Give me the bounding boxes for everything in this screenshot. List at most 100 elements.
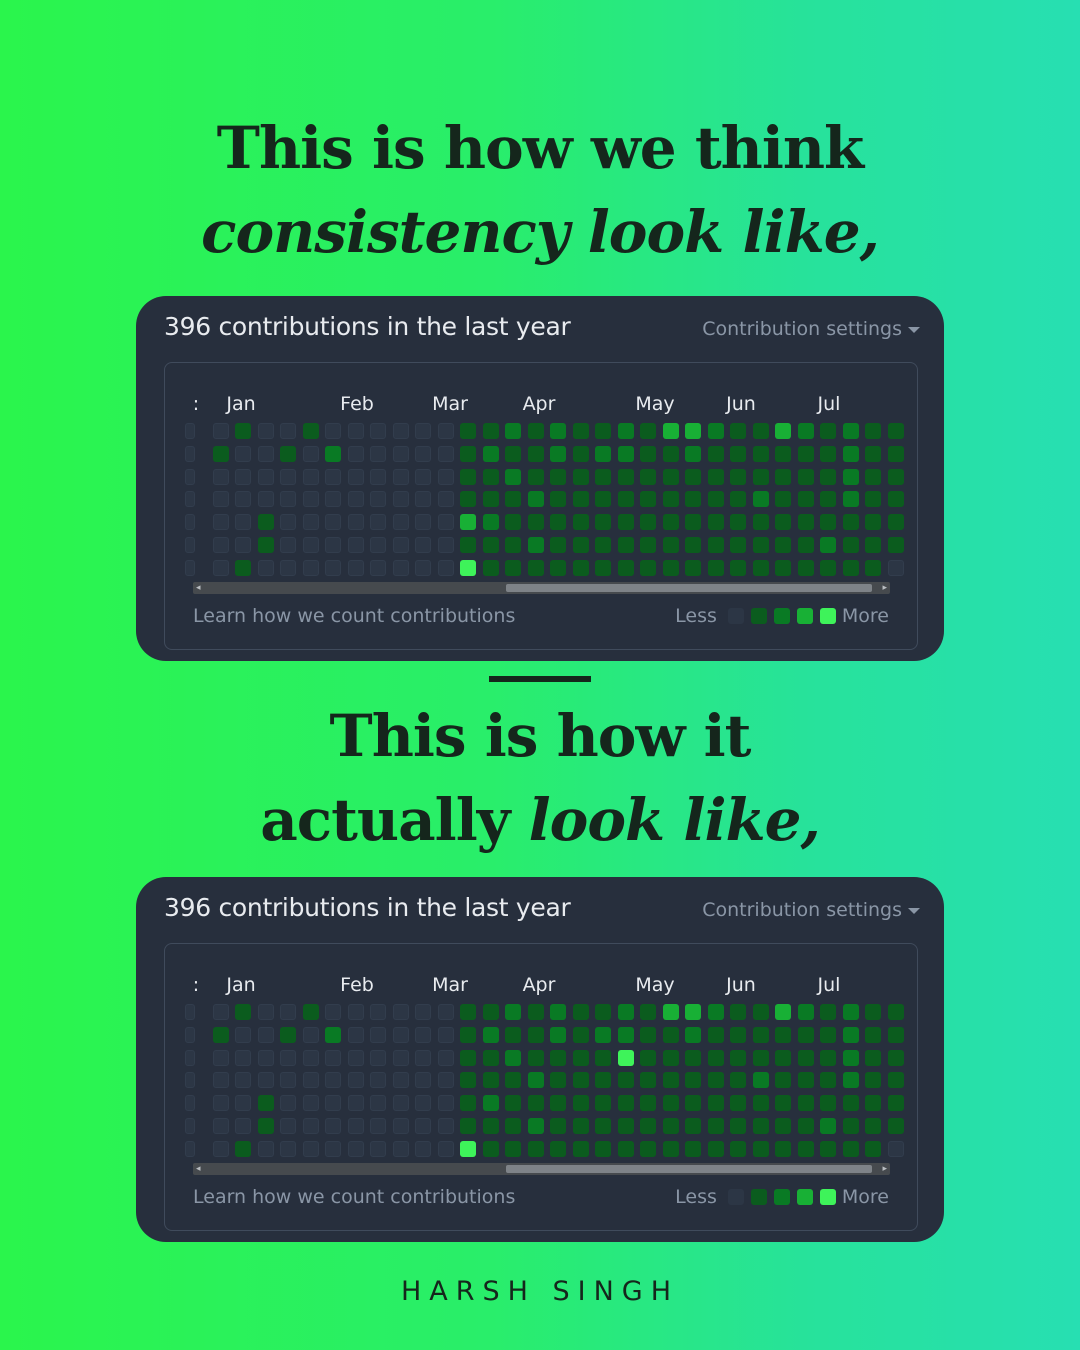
contribution-day-cell[interactable] <box>730 1118 746 1134</box>
contribution-day-cell[interactable] <box>347 468 364 485</box>
contribution-day-cell[interactable] <box>415 1049 431 1066</box>
contribution-day-cell[interactable] <box>617 491 634 508</box>
contribution-day-cell[interactable] <box>707 423 724 439</box>
contribution-day-cell[interactable] <box>595 1004 611 1020</box>
contribution-day-cell[interactable] <box>460 1026 476 1043</box>
contribution-day-cell[interactable] <box>572 445 589 462</box>
contribution-day-cell[interactable] <box>392 491 409 508</box>
contribution-day-cell[interactable] <box>437 1049 454 1066</box>
contribution-day-cell[interactable] <box>820 1072 836 1089</box>
contribution-day-cell[interactable] <box>302 1026 319 1043</box>
contribution-day-cell[interactable] <box>460 1118 476 1134</box>
contribution-day-cell[interactable] <box>662 1004 679 1020</box>
contribution-day-cell[interactable] <box>302 423 319 439</box>
contribution-day-cell[interactable] <box>797 423 814 439</box>
contribution-day-cell[interactable] <box>775 1026 791 1043</box>
contribution-day-cell[interactable] <box>325 445 341 462</box>
contribution-day-cell[interactable] <box>775 559 791 576</box>
contribution-day-cell[interactable] <box>797 1049 814 1066</box>
contribution-day-cell[interactable] <box>887 1072 904 1089</box>
contribution-day-cell[interactable] <box>640 1118 656 1134</box>
contribution-day-cell[interactable] <box>820 1049 836 1066</box>
contribution-day-cell[interactable] <box>707 559 724 576</box>
contribution-day-cell[interactable] <box>842 1072 859 1089</box>
contribution-day-cell[interactable] <box>775 1140 791 1157</box>
contribution-day-cell[interactable] <box>460 445 476 462</box>
scrollbar-thumb[interactable] <box>506 584 872 592</box>
contribution-day-cell[interactable] <box>482 514 499 531</box>
contribution-day-cell[interactable] <box>185 491 195 508</box>
contribution-day-cell[interactable] <box>752 514 769 531</box>
contribution-day-cell[interactable] <box>392 514 409 531</box>
contribution-day-cell[interactable] <box>640 537 656 553</box>
contribution-day-cell[interactable] <box>392 1095 409 1112</box>
contribution-day-cell[interactable] <box>505 537 521 553</box>
contribution-day-cell[interactable] <box>617 1049 634 1066</box>
contribution-day-cell[interactable] <box>280 1140 296 1157</box>
contribution-day-cell[interactable] <box>685 1072 701 1089</box>
contribution-day-cell[interactable] <box>685 468 701 485</box>
contribution-day-cell[interactable] <box>617 559 634 576</box>
contribution-day-cell[interactable] <box>505 1072 521 1089</box>
contribution-day-cell[interactable] <box>572 1049 589 1066</box>
contribution-day-cell[interactable] <box>707 514 724 531</box>
contribution-day-cell[interactable] <box>302 559 319 576</box>
contribution-day-cell[interactable] <box>505 514 521 531</box>
contribution-day-cell[interactable] <box>550 1049 566 1066</box>
contribution-day-cell[interactable] <box>595 514 611 531</box>
contribution-day-cell[interactable] <box>640 423 656 439</box>
contribution-day-cell[interactable] <box>662 423 679 439</box>
contribution-day-cell[interactable] <box>415 491 431 508</box>
contribution-day-cell[interactable] <box>550 559 566 576</box>
contribution-day-cell[interactable] <box>235 514 251 531</box>
contribution-day-cell[interactable] <box>302 537 319 553</box>
contribution-day-cell[interactable] <box>482 1026 499 1043</box>
contribution-day-cell[interactable] <box>505 1026 521 1043</box>
contribution-day-cell[interactable] <box>865 1140 881 1157</box>
contribution-day-cell[interactable] <box>797 1118 814 1134</box>
horizontal-scrollbar[interactable]: ◂ ▸ <box>193 1163 890 1175</box>
contribution-day-cell[interactable] <box>572 491 589 508</box>
contribution-day-cell[interactable] <box>370 491 386 508</box>
contribution-day-cell[interactable] <box>797 1026 814 1043</box>
contribution-day-cell[interactable] <box>572 1095 589 1112</box>
contribution-day-cell[interactable] <box>370 1026 386 1043</box>
contribution-day-cell[interactable] <box>325 491 341 508</box>
contribution-day-cell[interactable] <box>527 1118 544 1134</box>
contribution-day-cell[interactable] <box>595 491 611 508</box>
contribution-day-cell[interactable] <box>865 1026 881 1043</box>
contribution-day-cell[interactable] <box>370 559 386 576</box>
contribution-day-cell[interactable] <box>347 491 364 508</box>
contribution-day-cell[interactable] <box>550 1095 566 1112</box>
contribution-day-cell[interactable] <box>640 445 656 462</box>
contribution-day-cell[interactable] <box>707 468 724 485</box>
contribution-day-cell[interactable] <box>842 1095 859 1112</box>
contribution-day-cell[interactable] <box>550 1118 566 1134</box>
contribution-day-cell[interactable] <box>415 537 431 553</box>
contribution-day-cell[interactable] <box>302 1095 319 1112</box>
contribution-day-cell[interactable] <box>662 1095 679 1112</box>
contribution-day-cell[interactable] <box>325 1004 341 1020</box>
contribution-day-cell[interactable] <box>235 1026 251 1043</box>
contribution-day-cell[interactable] <box>437 445 454 462</box>
contribution-day-cell[interactable] <box>865 537 881 553</box>
contribution-day-cell[interactable] <box>257 468 274 485</box>
contribution-day-cell[interactable] <box>662 1072 679 1089</box>
contribution-day-cell[interactable] <box>797 445 814 462</box>
scroll-right-icon[interactable]: ▸ <box>882 583 887 593</box>
contribution-day-cell[interactable] <box>482 1072 499 1089</box>
contribution-day-cell[interactable] <box>820 1004 836 1020</box>
contribution-day-cell[interactable] <box>235 1140 251 1157</box>
contribution-day-cell[interactable] <box>617 1095 634 1112</box>
contribution-day-cell[interactable] <box>617 1072 634 1089</box>
contribution-day-cell[interactable] <box>370 423 386 439</box>
contribution-day-cell[interactable] <box>212 1140 229 1157</box>
contribution-day-cell[interactable] <box>662 537 679 553</box>
contribution-day-cell[interactable] <box>527 491 544 508</box>
contribution-day-cell[interactable] <box>212 559 229 576</box>
contribution-day-cell[interactable] <box>797 537 814 553</box>
contribution-day-cell[interactable] <box>887 559 904 576</box>
contribution-day-cell[interactable] <box>185 1140 195 1157</box>
contribution-day-cell[interactable] <box>572 1118 589 1134</box>
contribution-day-cell[interactable] <box>617 537 634 553</box>
